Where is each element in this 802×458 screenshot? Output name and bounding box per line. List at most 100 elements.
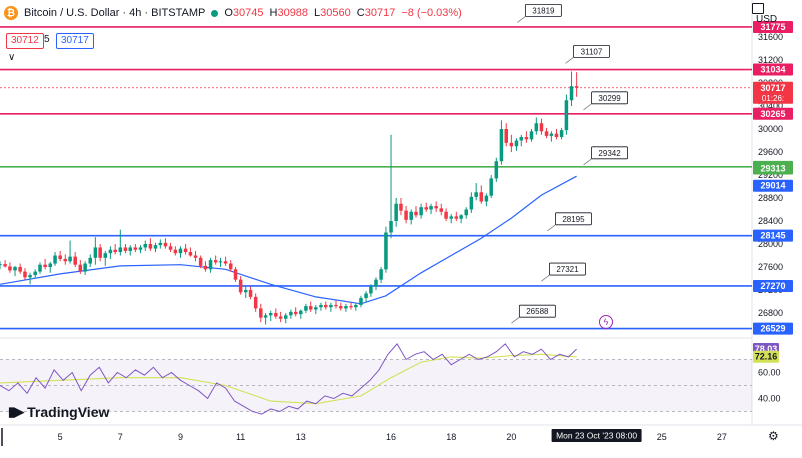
candle-body <box>349 306 353 308</box>
level-tag-label: 26529 <box>760 324 785 334</box>
candle-body <box>474 192 478 197</box>
candle-body <box>103 253 108 258</box>
candle-body <box>409 211 413 220</box>
candle-body <box>274 313 278 317</box>
level-tag <box>753 279 793 292</box>
candle-body <box>529 131 534 140</box>
candle-body <box>83 263 87 272</box>
candle-body <box>153 245 158 249</box>
candle-body <box>53 255 57 264</box>
tradingview-logo[interactable]: ▮▶ TradingView <box>8 404 109 420</box>
candle-body <box>268 313 273 316</box>
buy-button[interactable]: 30717 <box>56 33 94 49</box>
rsi-line <box>0 343 577 415</box>
time-tick-label: 25 <box>657 432 667 442</box>
candle-body <box>539 123 544 132</box>
price-tick-label: 29600 <box>758 147 783 157</box>
candle-body <box>48 263 52 267</box>
time-tick-label: 16 <box>386 432 396 442</box>
candle-body <box>449 216 453 219</box>
candle-body <box>439 208 444 212</box>
candle-body <box>514 140 519 147</box>
price-tick-label: 30000 <box>758 124 783 134</box>
time-tick-label: 9 <box>178 432 183 442</box>
rsi-tick-label: 40.00 <box>758 394 781 404</box>
callout-leader <box>511 316 520 324</box>
candle-body <box>534 123 539 132</box>
countdown-label: 01:26: <box>762 94 784 103</box>
gear-icon[interactable]: ⚙ <box>768 429 779 443</box>
low-key: L <box>314 7 321 19</box>
callout-box <box>555 212 592 226</box>
level-tag-label: 31034 <box>760 65 785 75</box>
candle-body <box>238 279 243 293</box>
callout-label: 28195 <box>562 215 585 224</box>
candle-body <box>33 271 37 276</box>
candle-body <box>293 311 298 315</box>
screenshot-icon[interactable] <box>752 3 764 14</box>
callout-label: 26588 <box>526 307 549 316</box>
price-tick-label: 28400 <box>758 216 783 226</box>
callout-label: 30299 <box>598 94 621 103</box>
level-tag <box>753 322 793 335</box>
candle-body <box>173 249 178 254</box>
candle-body <box>369 286 373 294</box>
candle-body <box>429 206 433 210</box>
candle-body <box>419 207 423 216</box>
candle-body <box>0 264 2 266</box>
callout-label: 31819 <box>532 6 555 15</box>
sell-button[interactable]: 30712 <box>6 33 44 49</box>
candle-body <box>319 304 323 308</box>
candle-body <box>359 298 363 305</box>
candle-body <box>68 256 72 262</box>
callout-label: 27321 <box>556 265 579 274</box>
time-tick-label: 13 <box>296 432 306 442</box>
candle-body <box>399 203 403 211</box>
time-tick-label: 18 <box>446 432 456 442</box>
crosshair-time-label: Mon 23 Oct '23 08:00 <box>556 431 637 441</box>
level-tag-label: 28145 <box>760 231 785 241</box>
price-tick-label: 31200 <box>758 55 783 65</box>
candle-body <box>424 207 428 210</box>
candle-body <box>133 247 138 250</box>
candle-body <box>559 130 564 138</box>
spread-value: 5 <box>44 34 50 45</box>
candle-body <box>143 244 148 248</box>
candle-body <box>509 142 514 147</box>
tradingview-mark-icon: ▮▶ <box>8 404 24 419</box>
lightning-icon[interactable]: ϟ <box>599 315 613 329</box>
price-tick-label: 29200 <box>758 170 783 180</box>
high-value: 30988 <box>277 7 309 19</box>
candle-body <box>374 279 378 287</box>
candle-body <box>284 315 288 319</box>
time-tick-label: 5 <box>58 432 63 442</box>
candle-body <box>203 265 208 270</box>
callout-label: 31107 <box>581 47 603 56</box>
level-tag-label: 31775 <box>760 22 785 32</box>
candle-body <box>118 247 123 253</box>
candle-body <box>444 211 448 219</box>
candle-body <box>384 232 388 270</box>
collapse-chevron-icon[interactable]: ∨ <box>8 52 16 63</box>
level-tag <box>753 107 793 120</box>
candle-body <box>38 264 42 272</box>
currency-label[interactable]: USD <box>756 14 778 25</box>
candle-body <box>113 249 117 253</box>
candle-body <box>123 247 128 251</box>
symbol-title[interactable]: Bitcoin / U.S. Dollar · 4h · BITSTAMP <box>24 7 206 19</box>
candle-body <box>233 269 238 280</box>
candle-body <box>13 267 17 271</box>
candle-body <box>218 261 223 263</box>
price-tick-label: 31600 <box>758 32 783 42</box>
candle-body <box>263 315 268 318</box>
candle-body <box>243 290 248 293</box>
rsi-axis-tag <box>753 350 779 363</box>
candle-body <box>198 257 203 266</box>
crosshair-time-tag <box>551 429 642 442</box>
callout-box <box>549 262 586 276</box>
candle-body <box>479 192 484 202</box>
candle-body <box>404 210 408 220</box>
candle-body <box>3 264 7 267</box>
candle-body <box>314 307 318 310</box>
